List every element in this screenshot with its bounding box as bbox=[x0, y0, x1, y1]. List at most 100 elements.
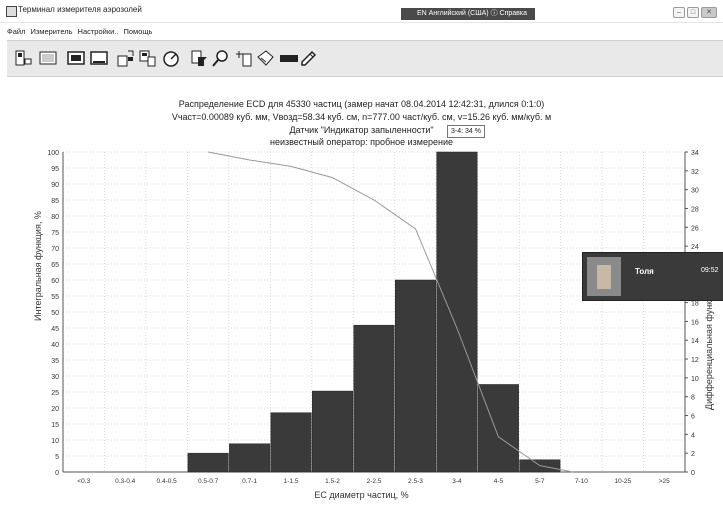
x-tick-label: 10-25 bbox=[614, 478, 631, 485]
y-left-tick-label: 95 bbox=[51, 166, 59, 173]
device-down-icon[interactable] bbox=[136, 46, 158, 70]
maximize-icon[interactable]: □ bbox=[687, 7, 699, 18]
device-import-icon[interactable] bbox=[12, 46, 34, 70]
y-right-tick-label: 8 bbox=[691, 395, 695, 402]
y-left-tick-label: 65 bbox=[51, 262, 59, 269]
y-left-tick-label: 45 bbox=[51, 326, 59, 333]
x-tick-label: 5-7 bbox=[535, 478, 545, 485]
device-edit-icon[interactable] bbox=[233, 46, 255, 70]
language-bar[interactable]: EN Английский (США) ⓘ Справка bbox=[401, 8, 535, 20]
y-right-tick-label: 28 bbox=[691, 206, 699, 213]
bar-0.5-0.7 bbox=[187, 452, 229, 473]
x-tick-label: 3-4 bbox=[452, 478, 462, 485]
help-label[interactable]: Справка bbox=[499, 10, 528, 17]
trash-icon[interactable] bbox=[254, 46, 276, 70]
x-tick-label: 0.3-0.4 bbox=[115, 478, 136, 485]
y-left-tick-label: 80 bbox=[51, 214, 59, 221]
y-left-tick-label: 20 bbox=[51, 406, 59, 413]
y-right-tick-label: 2 bbox=[691, 451, 695, 458]
gauge-icon[interactable] bbox=[160, 46, 182, 70]
help-icon: ⓘ bbox=[490, 10, 498, 17]
monitor-alt-icon[interactable] bbox=[88, 46, 110, 70]
window-icon[interactable] bbox=[37, 46, 59, 70]
bar-2-2.5 bbox=[353, 324, 395, 473]
device-up-icon[interactable] bbox=[114, 46, 136, 70]
x-tick-label: 2.5-3 bbox=[408, 478, 423, 485]
y-right-tick-label: 12 bbox=[691, 357, 699, 364]
y-left-tick-label: 75 bbox=[51, 230, 59, 237]
avatar bbox=[587, 257, 621, 296]
y-left-tick-label: 85 bbox=[51, 198, 59, 205]
window-title: Терминал измерителя аэрозолей bbox=[18, 5, 142, 14]
bar-2.5-3 bbox=[394, 279, 436, 473]
selected-bar-tag: 3-4: 34 % bbox=[447, 125, 485, 138]
y-left-tick-label: 40 bbox=[51, 342, 59, 349]
y-left-tick-label: 5 bbox=[55, 454, 59, 461]
menu-file[interactable]: Файл bbox=[7, 27, 26, 36]
y-left-tick-label: 100 bbox=[47, 150, 59, 157]
distribution-chart: 0 5 10 15 20 25 30 35 40 45 50 55 60 65 70 75 80 85 90 95 10… bbox=[47, 150, 699, 485]
bar-1-1.5 bbox=[270, 412, 312, 473]
notification-popup[interactable]: Толя 09:52 bbox=[582, 252, 723, 301]
x-tick-label: 0.5-0.7 bbox=[198, 478, 219, 485]
menu-bar: Файл Измеритель Настройки.. Помощь bbox=[0, 27, 152, 39]
shield-icon[interactable] bbox=[297, 46, 319, 70]
battery-icon[interactable] bbox=[278, 46, 300, 70]
notification-time: 09:52 bbox=[701, 267, 719, 274]
chart-title-4: неизвестный оператор: пробное измерение bbox=[269, 137, 453, 147]
y-right-tick-label: 30 bbox=[691, 188, 699, 195]
x-tick-label: 0.4-0.5 bbox=[157, 478, 178, 485]
x-tick-label: 0.7-1 bbox=[242, 478, 257, 485]
y-right-tick-label: 26 bbox=[691, 225, 699, 232]
monitor-icon[interactable] bbox=[65, 46, 87, 70]
hand-pointer-icon[interactable] bbox=[188, 46, 210, 70]
menu-meter[interactable]: Измеритель bbox=[30, 27, 73, 36]
bar-4-5 bbox=[477, 384, 519, 473]
menu-help[interactable]: Помощь bbox=[123, 27, 153, 36]
x-tick-label: >25 bbox=[659, 478, 670, 485]
bar-1.5-2 bbox=[312, 390, 354, 473]
menu-settings[interactable]: Настройки.. bbox=[77, 27, 119, 36]
integral-function-line bbox=[208, 151, 574, 473]
x-tick-label: 4-5 bbox=[494, 478, 504, 485]
toolbar bbox=[7, 40, 723, 77]
y-right-tick-label: 10 bbox=[691, 376, 699, 383]
y-right-tick-label: 16 bbox=[691, 319, 699, 326]
notification-name: Толя bbox=[635, 267, 654, 276]
y-left-tick-label: 50 bbox=[51, 310, 59, 317]
bar-3-4 bbox=[436, 151, 478, 473]
y-left-tick-label: 15 bbox=[51, 422, 59, 429]
close-icon[interactable]: ✕ bbox=[701, 7, 717, 18]
y-left-tick-label: 10 bbox=[51, 438, 59, 445]
chart-area: Распределение ECD для 45330 частиц (заме… bbox=[0, 90, 723, 512]
y-right-tick-label: 32 bbox=[691, 169, 699, 176]
y-right-tick-label: 34 bbox=[691, 150, 699, 157]
x-axis-label: ЕС диаметр частиц, % bbox=[314, 490, 409, 500]
minimize-icon[interactable]: – bbox=[673, 7, 685, 18]
y-right-tick-label: 14 bbox=[691, 338, 699, 345]
y-right-tick-label: 6 bbox=[691, 414, 695, 421]
app-icon bbox=[6, 6, 17, 17]
y-left-tick-label: 90 bbox=[51, 182, 59, 189]
x-tick-label: 2-2.5 bbox=[367, 478, 382, 485]
y-left-tick-label: 55 bbox=[51, 294, 59, 301]
x-tick-label: <0.3 bbox=[77, 478, 90, 485]
title-bar: Терминал измерителя аэрозолей EN Английс… bbox=[0, 0, 723, 23]
chart-title-2: Vчаст=0.00089 куб. мм, Vвозд=58.34 куб. … bbox=[171, 112, 552, 122]
y-left-tick-label: 0 bbox=[55, 470, 59, 477]
y-right-tick-label: 18 bbox=[691, 301, 699, 308]
window-controls: – □ ✕ bbox=[673, 7, 717, 18]
bar-0.7-1 bbox=[229, 443, 271, 473]
y-left-tick-label: 70 bbox=[51, 246, 59, 253]
y-left-tick-label: 25 bbox=[51, 390, 59, 397]
y-right-tick-label: 4 bbox=[691, 432, 695, 439]
x-tick-label: 1-1.5 bbox=[284, 478, 299, 485]
x-tick-label: 7-10 bbox=[575, 478, 588, 485]
chart-title-3: Датчик "Индикатор запыленности" bbox=[289, 125, 434, 135]
y-right-tick-label: 24 bbox=[691, 244, 699, 251]
y-left-tick-label: 60 bbox=[51, 278, 59, 285]
y-left-tick-label: 35 bbox=[51, 358, 59, 365]
language-label[interactable]: EN Английский (США) bbox=[417, 10, 489, 17]
search-icon[interactable] bbox=[210, 46, 232, 70]
x-tick-label: 1.5-2 bbox=[325, 478, 340, 485]
